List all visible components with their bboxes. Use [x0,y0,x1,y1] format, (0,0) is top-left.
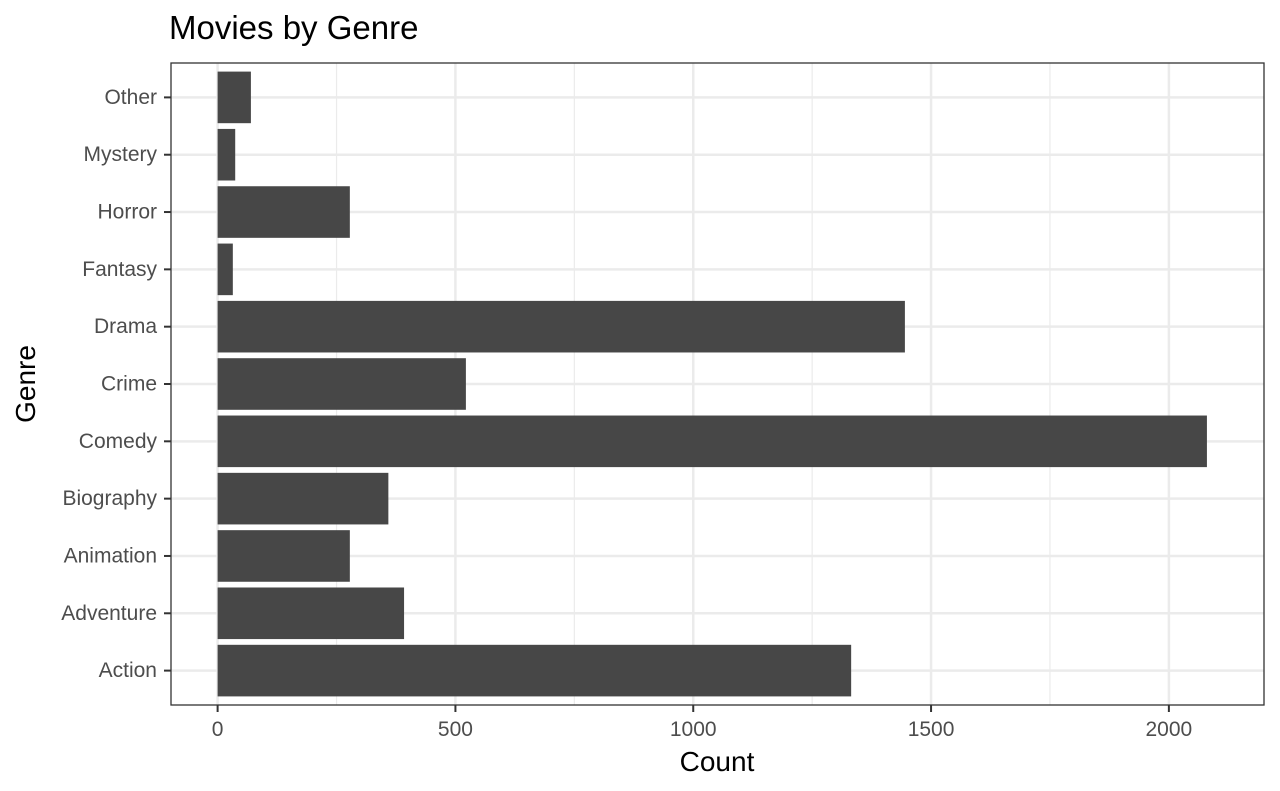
y-tick-label: Drama [94,315,157,338]
bar-animation [217,530,350,582]
bar-drama [217,300,905,353]
bar-comedy [217,415,1207,468]
bars [217,71,1207,697]
y-tick-label: Action [99,659,157,682]
y-tick-label: Biography [62,487,157,510]
y-tick-label: Adventure [61,602,157,625]
x-tick-label: 500 [438,718,473,741]
bar-fantasy [217,243,233,296]
bar-action [217,644,852,697]
y-tick-label: Animation [64,544,157,567]
bar-crime [217,358,466,410]
bar-other [217,71,251,124]
y-tick-label: Mystery [84,143,158,166]
chart-title: Movies by Genre [169,9,418,46]
bar-biography [217,472,389,525]
bar-mystery [217,128,236,181]
y-tick-label: Horror [97,201,157,224]
x-tick-label: 1500 [908,718,955,741]
y-tick-label: Crime [101,373,157,396]
x-axis: 0 500 1000 1500 2000 [212,705,1192,741]
x-tick-label: 0 [212,718,224,741]
y-axis: Action Adventure Animation Biography Comedy C… [61,86,171,682]
x-tick-label: 2000 [1146,718,1193,741]
y-axis-title: Genre [10,345,41,423]
x-axis-title: Count [680,746,755,777]
y-tick-label: Fantasy [82,258,157,281]
bar-horror [217,186,350,238]
bar-adventure [217,587,405,640]
y-tick-label: Comedy [79,430,158,453]
y-tick-label: Other [104,86,157,109]
x-tick-label: 1000 [670,718,717,741]
